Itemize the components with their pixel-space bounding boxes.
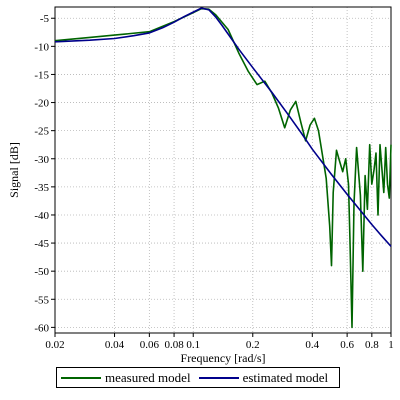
- x-axis-ticks: 0.02 0.04 0.06 0.08 0.1 0.2 0.4 0.6 0.8 1: [45, 333, 394, 351]
- legend-item-estimated: estimated model: [198, 369, 329, 386]
- x-tick-label: 0.6: [340, 339, 354, 351]
- y-tick-label: -15: [34, 69, 49, 81]
- legend-label-estimated: estimated model: [242, 369, 329, 385]
- y-tick-label: -60: [34, 322, 49, 334]
- y-tick-label: -50: [34, 266, 49, 278]
- x-tick-label: 0.8: [365, 339, 379, 351]
- estimated-model-line: [54, 7, 392, 247]
- x-tick-label: 0.04: [105, 339, 125, 351]
- x-tick-label: 1: [388, 339, 394, 351]
- series-lines: [54, 7, 392, 329]
- y-tick-label: -30: [34, 154, 49, 166]
- measured-model-line: [54, 7, 392, 329]
- legend-swatch-measured: [61, 376, 101, 379]
- y-tick-label: -20: [34, 98, 49, 110]
- legend-label-measured: measured model: [105, 369, 191, 385]
- x-axis-label: Frequency [rad/s]: [181, 351, 266, 365]
- grid: [54, 7, 392, 333]
- y-tick-label: -25: [34, 126, 49, 138]
- y-tick-label: -40: [34, 210, 49, 222]
- legend-swatch-estimated: [198, 376, 239, 379]
- legend: measured model estimated model: [56, 367, 340, 388]
- x-tick-label: 0.08: [164, 339, 184, 351]
- y-tick-label: -45: [34, 238, 49, 250]
- y-tick-label: -35: [34, 182, 49, 194]
- y-axis-label: Signal [dB]: [7, 142, 21, 198]
- x-tick-label: 0.06: [140, 339, 160, 351]
- x-tick-label: 0.02: [45, 339, 64, 351]
- x-tick-label: 0.1: [186, 339, 200, 351]
- y-tick-label: -10: [34, 41, 49, 53]
- plot-frame: [54, 6, 392, 334]
- legend-item-measured: measured model: [61, 370, 191, 386]
- y-axis-ticks: -5 -10 -15 -20 -25 -30 -35 -40 -45 -50 -55 -60: [34, 13, 55, 334]
- y-tick-label: -55: [34, 294, 49, 306]
- y-tick-label: -5: [40, 13, 50, 25]
- x-tick-label: 0.4: [305, 339, 319, 351]
- x-tick-label: 0.2: [246, 339, 260, 351]
